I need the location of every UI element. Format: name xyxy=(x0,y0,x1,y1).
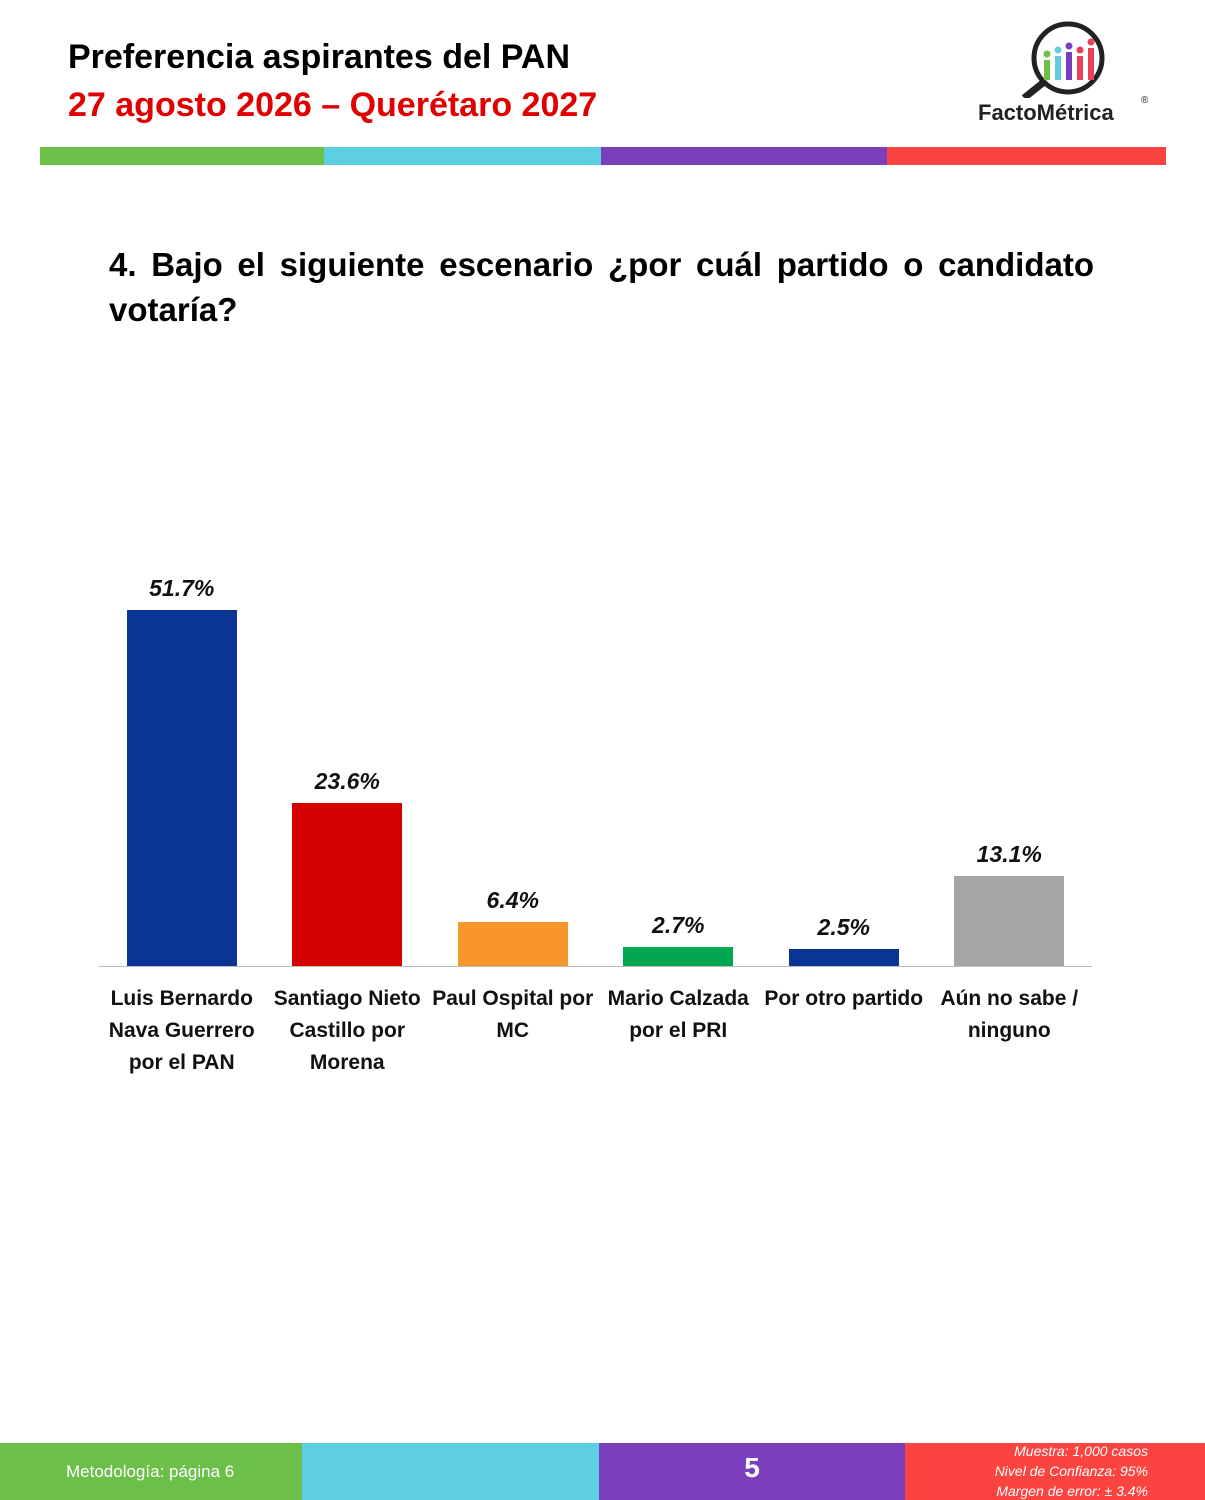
bar xyxy=(457,921,568,966)
value-label: 6.4% xyxy=(486,886,539,913)
footer-band xyxy=(0,1443,302,1500)
methodology: Metodología: página 6 xyxy=(66,1462,235,1481)
note: Margen de error: ± 3.4% xyxy=(996,1483,1148,1499)
value-label: 13.1% xyxy=(976,840,1042,867)
stripe xyxy=(324,147,601,165)
logo-icon xyxy=(1021,21,1105,98)
value-label: 2.7% xyxy=(652,912,705,939)
stripe xyxy=(887,147,1166,165)
page-number: 5 xyxy=(744,1452,760,1483)
stripe xyxy=(601,147,887,165)
footer-band xyxy=(599,1443,905,1500)
category-label: Mario Calzada por el PRI xyxy=(607,987,749,1042)
note: Muestra: 1,000 casos xyxy=(1014,1443,1148,1459)
title: Preferencia aspirantes del PAN xyxy=(68,38,571,76)
value-label: 51.7% xyxy=(149,575,215,601)
bar xyxy=(954,875,1065,966)
question: 4. Bajo el siguiente escenario ¿por cuál… xyxy=(109,246,1094,328)
subtitle: 27 agosto 2026 – Querétaro 2027 xyxy=(68,86,598,124)
axis-line xyxy=(99,966,1092,967)
category-label: Luis Bernardo Nava Guerrero por el PAN xyxy=(108,987,255,1074)
logo-mark: ® xyxy=(1141,95,1149,106)
note: Nivel de Confianza: 95% xyxy=(994,1463,1148,1479)
value-label: 2.5% xyxy=(817,913,870,940)
bar xyxy=(788,948,899,966)
category-label: Aún no sabe / ninguno xyxy=(940,987,1079,1042)
category-label: Por otro partido xyxy=(764,987,924,1010)
footer-band xyxy=(905,1443,1205,1500)
stripe xyxy=(40,147,324,165)
footer-band xyxy=(302,1443,599,1500)
bar xyxy=(623,947,734,966)
value-label: 23.6% xyxy=(314,768,380,795)
category-label: Santiago Nieto Castillo por Morena xyxy=(273,987,421,1074)
bar xyxy=(292,803,403,966)
logo-text: FactoMétrica xyxy=(978,100,1114,125)
bar xyxy=(126,610,237,966)
category-label: Paul Ospital por MC xyxy=(432,987,594,1042)
